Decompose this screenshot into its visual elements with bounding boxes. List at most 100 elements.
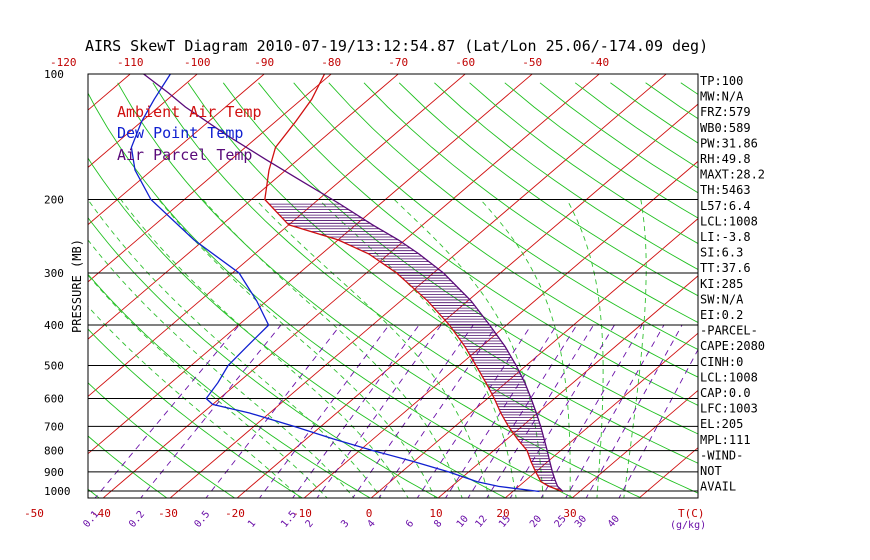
- dry-adiabat-line: [222, 82, 698, 435]
- mixing-ratio-tick-label: 8: [432, 518, 444, 530]
- index-label: KI:285: [700, 277, 743, 291]
- dry-adiabat-line: [434, 82, 698, 271]
- bottom-temp-tick-label: -50: [24, 507, 44, 520]
- dry-adiabat-line: [857, 83, 870, 500]
- mixing-ratio-tick-label: 40: [606, 514, 622, 530]
- dewpoint-line: [130, 74, 540, 493]
- dry-adiabat-line: [293, 82, 698, 378]
- pressure-tick-label: 600: [44, 392, 64, 405]
- moist-adiabat-line: [88, 305, 301, 498]
- isotherm-line: [88, 74, 399, 340]
- mixing-ratio-line: [352, 324, 474, 498]
- bottom-temp-tick-label: 10: [429, 507, 442, 520]
- moist-adiabat-line: [120, 199, 409, 498]
- top-temperature-axis: -120 -110 -100 -90 -80 -70 -60 -50 -40: [50, 56, 609, 69]
- index-label: MPL:111: [700, 433, 751, 447]
- top-temp-tick-label: -100: [184, 56, 211, 69]
- moist-adiabat-line: [623, 199, 647, 498]
- mixing-ratio-line: [486, 324, 594, 498]
- dry-adiabat-line: [152, 82, 698, 494]
- index-label: PW:31.86: [700, 136, 758, 150]
- dry-adiabat-line: [258, 82, 698, 406]
- index-label: WB0:589: [700, 121, 751, 135]
- dry-adiabat-line: [751, 83, 870, 500]
- moist-adiabat-line: [88, 199, 382, 498]
- mixing-ratio-tick-label: 10: [455, 514, 471, 530]
- moist-adiabat-line: [393, 199, 544, 498]
- top-temp-tick-label: -110: [117, 56, 144, 69]
- mixing-ratio-line: [378, 324, 498, 498]
- mixing-ratio-tick-label: 0.5: [192, 509, 212, 530]
- isotherm-line: [0, 65, 74, 500]
- moist-adiabat-line: [158, 199, 436, 498]
- mixing-ratio-line: [565, 324, 665, 498]
- pressure-tick-label: 500: [44, 359, 64, 372]
- moist-adiabat-line: [318, 199, 517, 498]
- pressure-tick-label: 100: [44, 68, 64, 81]
- index-label: EL:205: [700, 417, 743, 431]
- moist-adiabat-line: [480, 199, 571, 498]
- pressure-gridlines: [88, 74, 698, 492]
- dry-adiabat-line: [504, 82, 698, 219]
- moist-adiabat-lines: [88, 199, 647, 498]
- isotherm-line: [638, 447, 698, 498]
- isotherm-line: [88, 74, 466, 398]
- isotherm-line: [88, 74, 332, 283]
- index-label: TP:100: [700, 74, 743, 88]
- mixing-ratio-line: [316, 324, 442, 498]
- pressure-tick-label: 400: [44, 319, 64, 332]
- mixing-ratio-tick-label: 0.2: [127, 509, 147, 530]
- mixing-ratio-line: [416, 324, 532, 498]
- dry-adiabat-line: [398, 82, 698, 297]
- isotherm-line: [437, 275, 698, 498]
- dry-adiabat-line: [88, 157, 507, 498]
- isotherm-line: [169, 74, 667, 498]
- bottom-temp-tick-label: -10: [292, 507, 312, 520]
- index-label: SW:N/A: [700, 292, 744, 306]
- mixing-ratio-tick-label: 12: [474, 514, 490, 530]
- index-label: L57:6.4: [700, 199, 751, 213]
- moist-adiabat-line: [255, 199, 490, 498]
- isotherm-line: [370, 218, 698, 498]
- y-axis-label: PRESSURE (MB): [70, 239, 84, 333]
- dry-adiabat-line: [645, 82, 698, 120]
- index-label: LCL:1008: [700, 214, 758, 228]
- index-label: AVAIL: [700, 480, 736, 494]
- legend-parcel: Air Parcel Temp: [117, 146, 252, 164]
- legend-dewpoint: Dew Point Temp: [117, 124, 243, 142]
- pressure-tick-label: 300: [44, 267, 64, 280]
- mixing-ratio-tick-label: 3: [339, 518, 351, 530]
- dry-adiabat-line: [328, 82, 698, 351]
- moist-adiabat-line: [88, 239, 355, 498]
- bottom-temp-tick-label: 0: [366, 507, 373, 520]
- mixing-ratio-unit: (g/kg): [670, 520, 706, 531]
- mixing-ratio-line: [140, 324, 282, 498]
- index-label: LCL:1008: [700, 370, 758, 384]
- pressure-tick-label: 800: [44, 445, 64, 458]
- top-temp-tick-label: -40: [589, 56, 609, 69]
- dry-adiabat-line: [469, 82, 698, 245]
- index-label: -PARCEL-: [700, 324, 758, 338]
- mixing-ratio-line: [585, 324, 683, 498]
- bottom-temp-tick-label: 20: [496, 507, 509, 520]
- chart-title: AIRS SkewT Diagram 2010-07-19/13:12:54.8…: [85, 37, 708, 55]
- bottom-temperature-axis: -50 -40 -30 -20 -10 0 10 20 30 T(C): [24, 507, 704, 520]
- pressure-tick-label: 1000: [44, 485, 71, 498]
- pressure-tick-label: 200: [44, 194, 64, 207]
- dry-adiabat-line: [88, 435, 168, 498]
- top-temp-tick-label: -50: [522, 56, 542, 69]
- index-label: RH:49.8: [700, 152, 751, 166]
- index-label: EI:0.2: [700, 308, 743, 322]
- top-temp-tick-label: -70: [388, 56, 408, 69]
- index-label: FRZ:579: [700, 105, 751, 119]
- profile-series: [130, 74, 564, 493]
- pressure-tick-label: 700: [44, 420, 64, 433]
- temp-unit-label: T(C): [678, 507, 705, 520]
- mixing-ratio-tick-label: 2: [304, 518, 316, 530]
- mixing-ratio-line: [258, 324, 390, 498]
- bottom-temp-tick-label: -20: [225, 507, 245, 520]
- parcel-temp-line: [143, 74, 564, 492]
- plot-frame: [87, 73, 699, 499]
- bottom-temp-tick-label: -40: [91, 507, 111, 520]
